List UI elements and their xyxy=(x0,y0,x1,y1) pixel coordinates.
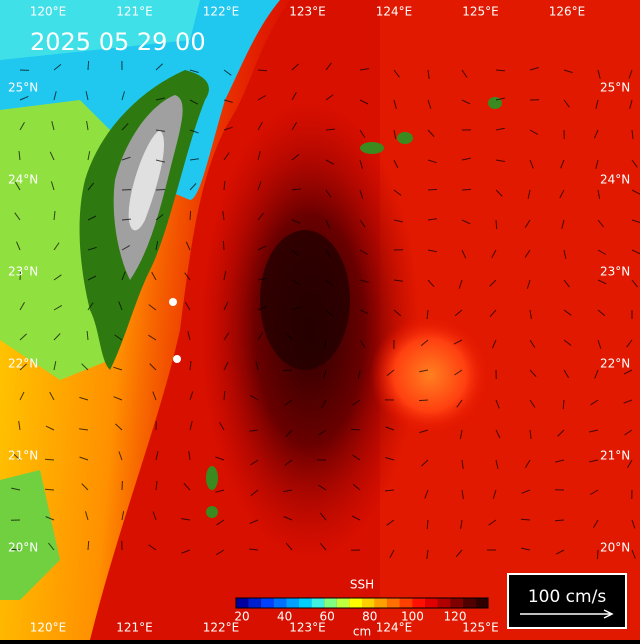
longitude-label: 121°E xyxy=(116,5,153,19)
latitude-label: 25°N xyxy=(600,81,630,95)
colorbar-cell xyxy=(475,598,488,608)
current-arrow xyxy=(190,211,191,220)
latitude-label: 25°N xyxy=(8,81,38,95)
colorbar-unit: cm xyxy=(353,625,371,639)
colorbar-cell xyxy=(349,598,362,608)
longitude-label: 120°E xyxy=(30,5,67,19)
scale-label: 100 cm/s xyxy=(528,587,606,607)
current-arrow xyxy=(496,220,497,229)
latitude-label: 24°N xyxy=(8,173,38,187)
longitude-label: 124°E xyxy=(376,621,413,635)
colorbar-cell xyxy=(249,598,262,608)
colorbar-cell xyxy=(438,598,451,608)
timestamp: 2025 05 29 00 xyxy=(30,28,206,56)
longitude-label: 123°E xyxy=(289,621,326,635)
latitude-label: 21°N xyxy=(8,449,38,463)
longitude-label: 124°E xyxy=(376,5,413,19)
colorbar-cell xyxy=(324,598,337,608)
colorbar-cell xyxy=(412,598,425,608)
longitude-label: 120°E xyxy=(30,621,67,635)
colorbar-cell xyxy=(425,598,438,608)
current-arrow xyxy=(419,400,428,401)
colorbar-cell xyxy=(236,598,249,608)
colorbar-cell xyxy=(450,598,463,608)
longitude-label: 121°E xyxy=(116,621,153,635)
colorbar-cell xyxy=(337,598,350,608)
latitude-label: 24°N xyxy=(600,173,630,187)
current-arrow xyxy=(462,189,471,190)
current-arrow xyxy=(45,489,54,490)
longitude-label: 122°E xyxy=(203,5,240,19)
longitude-label: 122°E xyxy=(203,621,240,635)
current-arrow xyxy=(428,189,437,190)
current-arrow xyxy=(88,61,89,70)
current-arrow xyxy=(156,190,165,191)
colorbar-cell xyxy=(387,598,400,608)
colorbar-cell xyxy=(299,598,312,608)
latitude-label: 23°N xyxy=(8,265,38,279)
latitude-label: 21°N xyxy=(600,449,630,463)
colorbar-cell xyxy=(463,598,476,608)
colorbar-cell xyxy=(375,598,388,608)
latitude-label: 20°N xyxy=(600,541,630,555)
current-arrow xyxy=(223,241,224,250)
current-arrow xyxy=(88,541,89,550)
latitude-label: 23°N xyxy=(600,265,630,279)
colorbar-cell xyxy=(312,598,325,608)
longitude-label: 125°E xyxy=(462,621,499,635)
longitude-label: 125°E xyxy=(462,5,499,19)
longitude-label: 126°E xyxy=(549,5,586,19)
colorbar-cell xyxy=(261,598,274,608)
colorbar-cell xyxy=(286,598,299,608)
colorbar-cell xyxy=(274,598,287,608)
longitude-label: 123°E xyxy=(289,5,326,19)
latitude-label: 22°N xyxy=(8,357,38,371)
latitude-label: 20°N xyxy=(8,541,38,555)
colorbar-cell xyxy=(362,598,375,608)
colorbar-title: SSH xyxy=(350,578,374,592)
colorbar-cell xyxy=(400,598,413,608)
current-arrow xyxy=(598,550,599,559)
current-arrow xyxy=(258,70,267,71)
latitude-label: 22°N xyxy=(600,357,630,371)
